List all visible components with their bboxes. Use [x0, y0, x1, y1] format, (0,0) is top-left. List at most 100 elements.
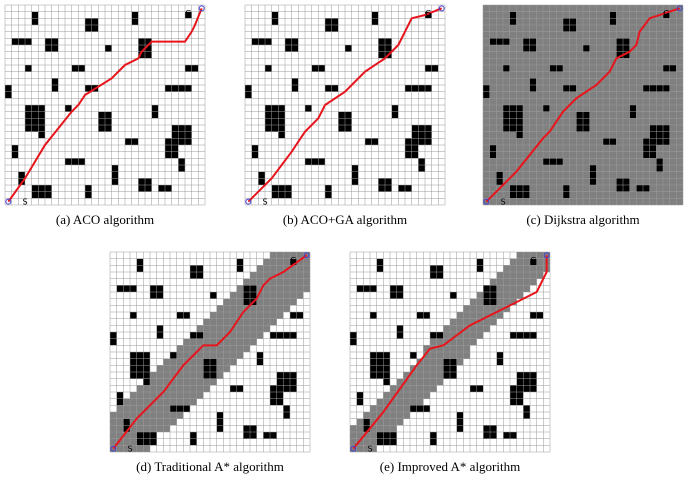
goal-label: G [663, 9, 669, 18]
explored-cell [669, 85, 677, 92]
explored-cell [543, 111, 550, 119]
explored-cell [403, 385, 410, 392]
explored-cell [636, 151, 643, 159]
explored-cell [503, 158, 510, 165]
explored-cell [576, 198, 583, 205]
explored-cell [503, 278, 510, 286]
explored-cell [210, 338, 217, 346]
explored-cell [243, 312, 250, 319]
explored-cell [596, 111, 603, 119]
explored-cell [383, 398, 390, 406]
explored-cell [543, 85, 550, 92]
explored-cell [663, 45, 670, 52]
explored-cell [583, 18, 590, 25]
explored-cell [543, 25, 550, 32]
explored-cell [629, 138, 637, 145]
explored-cell [563, 45, 570, 52]
explored-cell [663, 198, 670, 205]
explored-cell [136, 445, 144, 452]
explored-cell [196, 372, 204, 379]
explored-cell [609, 98, 617, 105]
explored-cell [583, 178, 590, 185]
explored-cell [476, 318, 484, 326]
explored-cell [523, 25, 530, 32]
explored-cell [629, 191, 637, 199]
explored-cell [523, 178, 530, 185]
explored-cell [490, 305, 497, 312]
explored-cell [296, 278, 304, 286]
explored-cell [216, 325, 224, 332]
explored-cell [176, 352, 184, 359]
explored-cell [283, 292, 290, 299]
explored-cell [629, 118, 637, 125]
explored-cell [216, 318, 224, 326]
explored-cell [130, 398, 137, 406]
explored-cell [483, 125, 490, 132]
explored-cell [629, 65, 637, 72]
explored-cell [556, 5, 563, 12]
explored-cell [156, 405, 164, 412]
explored-cell [470, 338, 477, 346]
obstacle [345, 45, 352, 52]
explored-cell [163, 372, 170, 379]
explored-cell [276, 298, 284, 306]
explored-cell [156, 412, 164, 419]
explored-cell [410, 378, 417, 386]
explored-cell [529, 11, 537, 19]
explored-cell [556, 31, 563, 39]
explored-cell [596, 185, 603, 192]
explored-cell [423, 345, 430, 352]
explored-cell [283, 272, 290, 279]
explored-cell [589, 125, 597, 132]
explored-cell [589, 38, 597, 45]
caption: (c) Dijkstra algorithm [526, 212, 639, 227]
explored-cell [603, 11, 610, 19]
explored-cell [216, 372, 224, 379]
explored-cell [609, 151, 617, 159]
explored-cell [636, 131, 643, 139]
explored-cell [596, 118, 603, 125]
explored-cell [483, 105, 490, 112]
explored-cell [549, 85, 557, 92]
explored-cell [629, 31, 637, 39]
explored-cell [569, 118, 577, 125]
explored-cell [223, 345, 230, 352]
explored-cell [416, 372, 424, 379]
explored-cell [496, 138, 503, 145]
explored-cell [503, 31, 510, 39]
explored-cell [536, 118, 543, 125]
explored-cell [563, 65, 570, 72]
explored-cell [263, 258, 270, 266]
explored-cell [536, 5, 543, 12]
explored-cell [543, 45, 550, 52]
explored-cell [516, 178, 523, 185]
obstacle [65, 105, 72, 112]
explored-cell [569, 105, 577, 112]
explored-cell [543, 65, 550, 72]
explored-cell [496, 105, 503, 112]
explored-cell [583, 191, 590, 199]
explored-cell [616, 105, 623, 112]
explored-cell [496, 45, 503, 52]
explored-cell [609, 125, 617, 132]
explored-cell [569, 165, 577, 172]
explored-cell [410, 392, 417, 399]
explored-cell [596, 171, 603, 179]
explored-cell [616, 191, 623, 199]
explored-cell [483, 65, 490, 72]
explored-cell [603, 125, 610, 132]
explored-cell [563, 131, 570, 139]
explored-cell [569, 45, 577, 52]
explored-cell [176, 358, 184, 366]
explored-cell [503, 165, 510, 172]
explored-cell [483, 25, 490, 32]
explored-cell [663, 118, 670, 125]
explored-cell [263, 325, 270, 332]
explored-cell [116, 418, 124, 426]
explored-cell [183, 392, 190, 399]
explored-cell [563, 125, 570, 132]
explored-cell [636, 45, 643, 52]
explored-cell [489, 58, 497, 65]
explored-cell [529, 185, 537, 192]
explored-cell [483, 5, 490, 12]
